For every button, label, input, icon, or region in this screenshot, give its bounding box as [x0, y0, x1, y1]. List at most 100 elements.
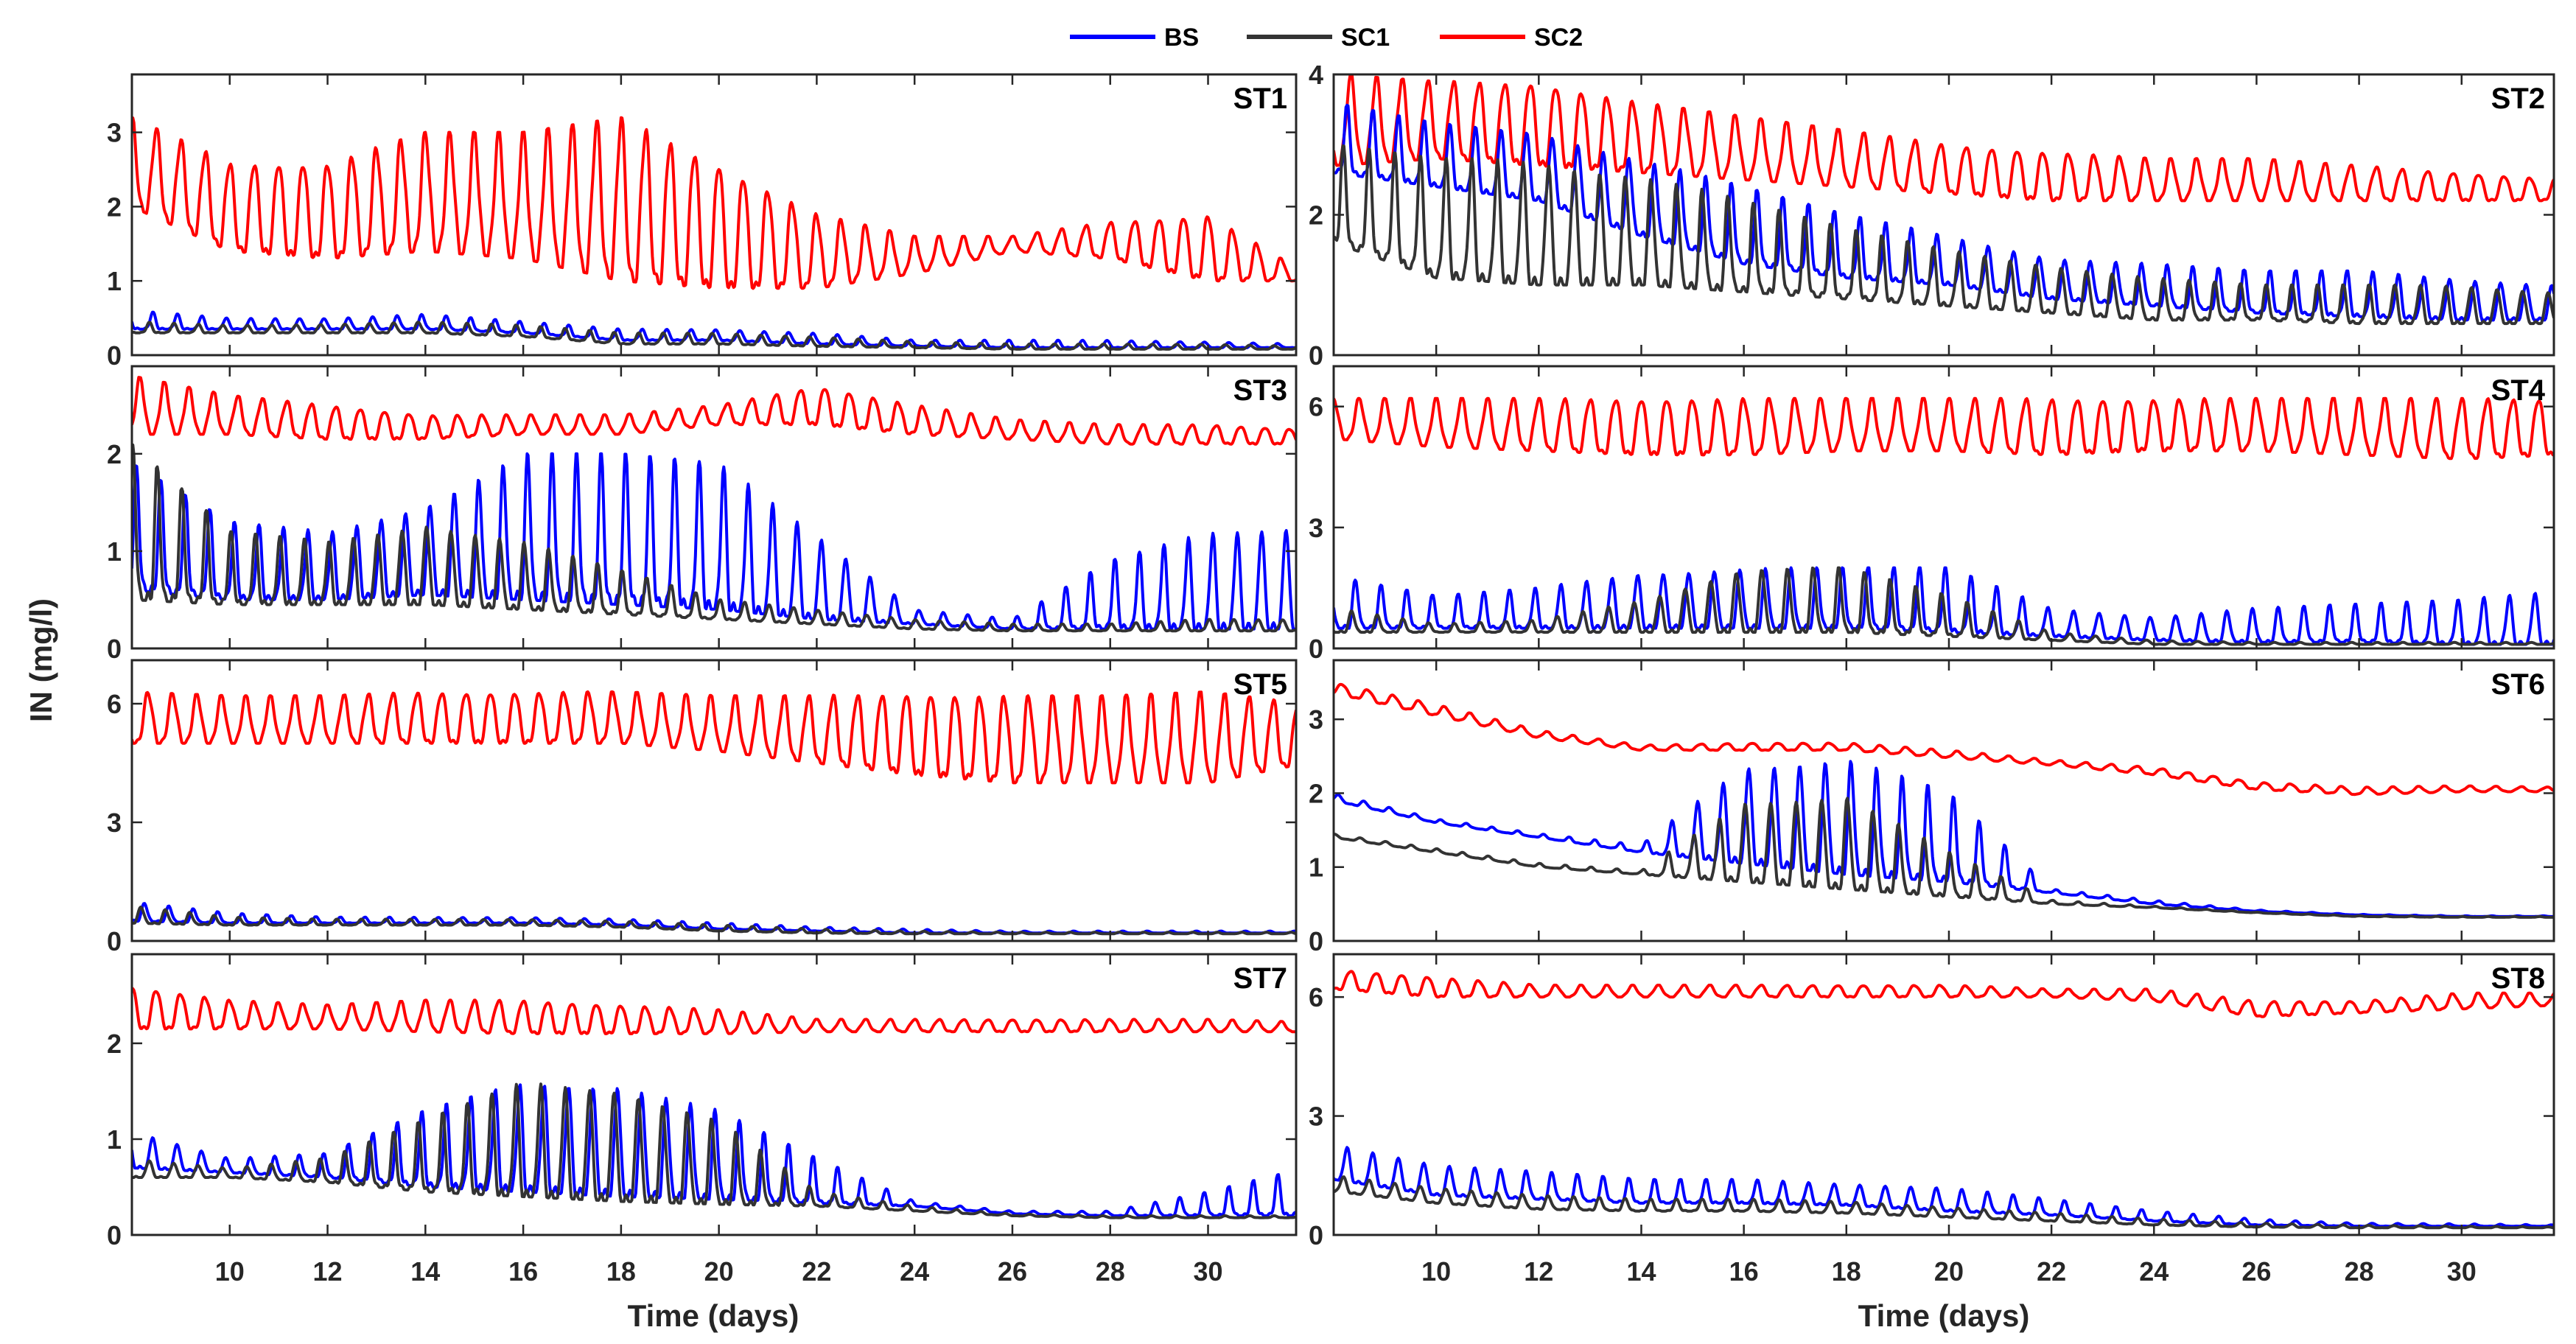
y-tick-label: 0 — [1309, 634, 1323, 664]
x-tick-label: 22 — [802, 1256, 831, 1287]
legend-label: BS — [1164, 24, 1199, 52]
legend-entry-sc1: SC1 — [1247, 24, 1390, 52]
panel-title: ST6 — [2491, 668, 2545, 701]
series-line-sc2 — [1334, 396, 2554, 461]
series-line-sc2 — [1334, 74, 2554, 203]
axes-frame — [1332, 73, 2555, 357]
series-line-sc1 — [1334, 797, 2554, 919]
y-tick-label: 6 — [107, 689, 122, 719]
x-tick-label: 16 — [508, 1256, 538, 1287]
panel-st4: 0 3 6 ST4 — [1309, 365, 2555, 664]
y-tick-label: 3 — [1309, 704, 1323, 735]
series-line-sc1 — [1334, 1175, 2554, 1230]
legend: BS SC1 SC2 — [1070, 24, 1583, 52]
x-tick-label: 10 — [1421, 1256, 1451, 1287]
y-tick-label: 0 — [107, 1220, 122, 1250]
x-tick-label: 14 — [410, 1256, 440, 1287]
axes-frame — [1332, 365, 2555, 650]
x-axis-label-left: Time (days) — [628, 1298, 799, 1333]
series-line-bs — [1334, 566, 2554, 646]
y-tick-label: 2 — [107, 192, 122, 222]
series-line-bs — [132, 310, 1296, 349]
panel-st1: 0 1 2 3 ST1 — [107, 73, 1298, 371]
x-tick-label: 30 — [2447, 1256, 2477, 1287]
x-tick-label: 20 — [704, 1256, 734, 1287]
axes-frame — [1332, 953, 2555, 1236]
y-tick-label: 3 — [1309, 513, 1323, 543]
series-group — [1334, 970, 2554, 1230]
series-group — [132, 376, 1296, 633]
panel-st5: 0 3 6 ST5 — [107, 659, 1298, 956]
x-tick-label: 24 — [900, 1256, 929, 1287]
y-tick-label: 4 — [1309, 60, 1323, 90]
x-tick-label: 28 — [1096, 1256, 1125, 1287]
axes-frame — [1332, 659, 2555, 942]
x-tick-label: 12 — [313, 1256, 343, 1287]
legend-label: SC2 — [1534, 24, 1583, 52]
legend-label: SC1 — [1341, 24, 1390, 52]
series-group — [1334, 682, 2554, 919]
y-tick-label: 1 — [1309, 853, 1323, 883]
series-group — [132, 690, 1296, 936]
legend-entry-sc2: SC2 — [1440, 24, 1583, 52]
x-tick-label: 26 — [2241, 1256, 2271, 1287]
y-tick-label: 2 — [107, 439, 122, 469]
series-line-sc2 — [132, 987, 1296, 1035]
panel-st8: 10 12 14 16 18 20 22 24 26 28 30 0 3 6 ST8 — [1309, 953, 2555, 1287]
x-axis-label-right: Time (days) — [1858, 1298, 2030, 1333]
y-tick-label: 6 — [1309, 982, 1323, 1012]
axes-frame — [130, 365, 1298, 650]
series-line-sc1 — [1334, 144, 2554, 326]
series-line-bs — [1334, 103, 2554, 322]
y-tick-label: 0 — [1309, 340, 1323, 371]
x-tick-label: 22 — [2037, 1256, 2066, 1287]
y-tick-label: 1 — [107, 1124, 122, 1155]
y-tick-label: 3 — [107, 118, 122, 148]
panel-st6: 0 1 2 3 ST6 — [1309, 659, 2555, 956]
x-tick-label: 10 — [215, 1256, 245, 1287]
panel-title: ST4 — [2491, 374, 2546, 407]
y-tick-label: 0 — [107, 340, 122, 371]
y-axis-label: IN (mg/l) — [24, 598, 58, 722]
x-tick-label: 20 — [1934, 1256, 1964, 1287]
x-tick-label: 16 — [1729, 1256, 1759, 1287]
panel-title: ST5 — [1233, 668, 1287, 701]
y-tick-label: 1 — [107, 536, 122, 567]
series-line-sc2 — [1334, 970, 2554, 1018]
x-tick-label: 24 — [2139, 1256, 2169, 1287]
y-tick-label: 0 — [1309, 1220, 1323, 1250]
panel-st2: 0 2 4 ST2 — [1309, 60, 2555, 371]
series-line-sc2 — [132, 376, 1296, 446]
axes-frame — [130, 953, 1298, 1236]
series-line-sc1 — [132, 906, 1296, 936]
series-line-bs — [132, 902, 1296, 935]
x-tick-label: 18 — [1832, 1256, 1861, 1287]
series-line-sc2 — [132, 116, 1296, 290]
legend-entry-bs: BS — [1070, 24, 1199, 52]
series-line-sc1 — [1334, 566, 2554, 646]
series-line-bs — [132, 452, 1296, 631]
y-tick-label: 6 — [1309, 392, 1323, 422]
x-tick-label: 26 — [998, 1256, 1027, 1287]
series-line-sc2 — [132, 690, 1296, 785]
panel-title: ST2 — [2491, 83, 2545, 115]
x-tick-label: 14 — [1626, 1256, 1656, 1287]
panel-st3: 0 1 2 ST3 — [107, 365, 1298, 664]
x-tick-label: 28 — [2345, 1256, 2374, 1287]
y-tick-label: 2 — [107, 1029, 122, 1059]
series-group — [132, 987, 1296, 1219]
series-line-sc1 — [132, 443, 1296, 633]
y-tick-label: 0 — [1309, 926, 1323, 956]
x-tick-label: 30 — [1193, 1256, 1222, 1287]
series-line-bs — [1334, 1146, 2554, 1228]
panel-title: ST1 — [1233, 83, 1287, 115]
x-tick-label: 12 — [1524, 1256, 1553, 1287]
series-line-sc1 — [132, 321, 1296, 351]
series-line-sc2 — [1334, 682, 2554, 797]
panel-title: ST8 — [2491, 962, 2545, 995]
series-group — [1334, 396, 2554, 646]
series-group — [1334, 74, 2554, 326]
axes-frame — [130, 659, 1298, 942]
